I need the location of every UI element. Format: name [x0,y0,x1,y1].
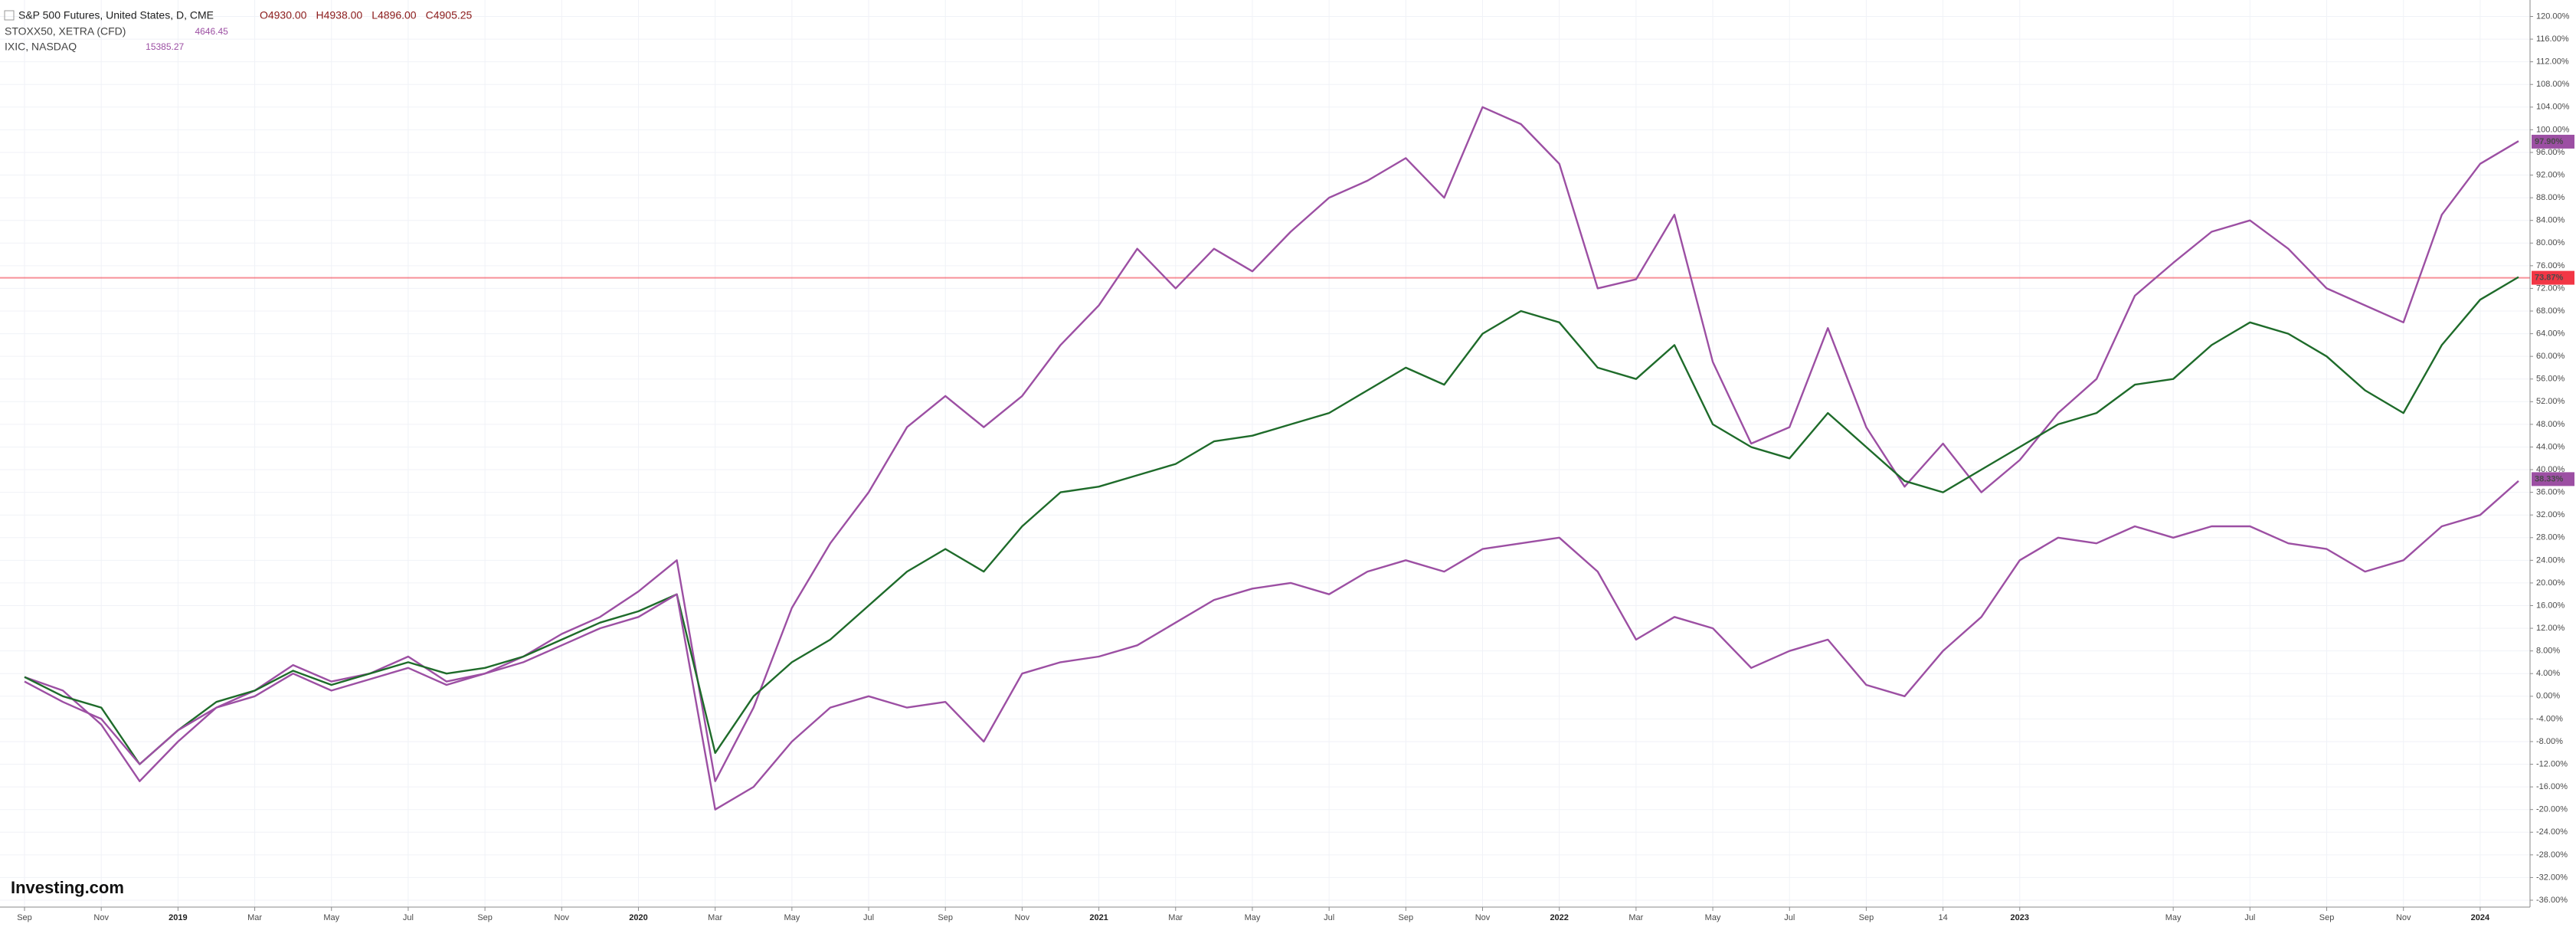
x-tick-label: Jul [2244,913,2255,922]
x-tick-label: Mar [708,913,722,922]
y-tick-label: 88.00% [2536,193,2565,202]
x-tick-label: Mar [1628,913,1643,922]
x-tick-label: 2020 [629,913,647,922]
y-tick-label: -20.00% [2536,805,2568,814]
y-tick-label: 72.00% [2536,283,2565,293]
x-tick-label: Nov [93,913,109,922]
x-tick-label: May [323,913,339,922]
value-badge-label: 97.90% [2535,137,2564,146]
legend-value: H4938.00 [316,9,362,21]
plot-area [0,106,2530,811]
x-tick-label: 2022 [1550,913,1568,922]
series-line [24,276,2519,765]
legend-value: 15385.27 [146,41,184,52]
legend-value: 4646.45 [195,26,228,37]
y-tick-label: 76.00% [2536,261,2565,270]
y-tick-label: -4.00% [2536,714,2563,723]
y-tick-label: 60.00% [2536,352,2565,361]
y-tick-label: 48.00% [2536,420,2565,429]
value-badge-label: 38.33% [2535,474,2564,483]
y-tick-label: -24.00% [2536,827,2568,837]
x-tick-label: Sep [1859,913,1874,922]
x-tick-label: May [2165,913,2182,922]
x-tick-label: 2019 [169,913,187,922]
x-tick-label: Sep [477,913,493,922]
y-tick-label: 8.00% [2536,647,2560,656]
y-tick-label: 116.00% [2536,34,2569,44]
y-tick-label: 64.00% [2536,329,2565,338]
y-tick-label: 4.00% [2536,669,2560,678]
value-badge-label: 73.87% [2535,274,2564,283]
x-tick-label: Jul [403,913,414,922]
y-tick-label: -8.00% [2536,737,2563,746]
x-tick-label: 2021 [1089,913,1108,922]
x-tick-label: 2024 [2471,913,2490,922]
y-tick-label: 24.00% [2536,555,2565,565]
y-tick-label: 16.00% [2536,601,2565,610]
y-tick-label: 36.00% [2536,488,2565,497]
x-tick-label: 14 [1938,913,1947,922]
y-tick-label: 68.00% [2536,306,2565,316]
y-tick-label: 32.00% [2536,510,2565,519]
x-tick-label: May [1245,913,1261,922]
legend-value: C4905.25 [426,9,473,21]
y-tick-label: -32.00% [2536,873,2568,882]
watermark: Investing.com [11,878,124,897]
x-tick-label: Nov [2396,913,2411,922]
y-tick-label: 0.00% [2536,692,2560,701]
y-tick-label: -36.00% [2536,896,2568,905]
y-tick-label: 120.00% [2536,11,2570,21]
y-tick-label: 12.00% [2536,624,2565,633]
axes: 120.00% 116.00% 112.00% 108.00% 104.00% 100.0… [17,11,2574,922]
y-tick-label: 40.00% [2536,465,2565,474]
y-tick-label: 56.00% [2536,375,2565,384]
x-tick-label: Nov [555,913,570,922]
x-tick-label: Jul [863,913,874,922]
legend-value: L4896.00 [372,9,417,21]
grid [0,0,2530,907]
y-tick-label: 20.00% [2536,578,2565,588]
legend-value: O4930.00 [260,9,307,21]
x-tick-label: Jul [1324,913,1334,922]
y-tick-label: 80.00% [2536,238,2565,247]
y-tick-label: -28.00% [2536,850,2568,860]
series-line [24,480,2519,811]
legend-title: S&P 500 Futures, United States, D, CME [18,9,214,21]
y-tick-label: 28.00% [2536,533,2565,542]
x-tick-label: Sep [2319,913,2335,922]
y-tick-label: 112.00% [2536,57,2569,67]
legend: S&P 500 Futures, United States, D, CME S… [4,9,473,53]
y-tick-label: 44.00% [2536,442,2565,451]
legend-icon [4,10,15,21]
y-tick-label: 92.00% [2536,170,2565,179]
x-tick-label: Sep [938,913,953,922]
x-tick-label: Mar [1168,913,1183,922]
x-tick-label: Sep [17,913,32,922]
legend-entry: STOXX50, XETRA (CFD) [5,25,126,38]
y-tick-label: 52.00% [2536,397,2565,406]
x-tick-label: Nov [1015,913,1030,922]
x-tick-label: May [1705,913,1721,922]
y-tick-label: 108.00% [2536,80,2570,89]
y-tick-label: 104.00% [2536,103,2570,112]
series-line [24,106,2519,782]
y-tick-label: -16.00% [2536,782,2568,791]
y-tick-label: 96.00% [2536,148,2565,157]
x-tick-label: May [784,913,800,922]
x-tick-label: Jul [1784,913,1795,922]
value-badge [2532,270,2574,285]
y-tick-label: 84.00% [2536,216,2565,225]
x-tick-label: Sep [1399,913,1414,922]
legend-entry: IXIC, NASDAQ [5,41,77,53]
x-tick-label: Nov [1475,913,1491,922]
x-tick-label: 2023 [2011,913,2029,922]
value-badge [2532,472,2574,486]
value-badge [2532,134,2574,149]
y-tick-label: -12.00% [2536,759,2568,768]
x-tick-label: Mar [247,913,262,922]
y-tick-label: 100.00% [2536,125,2570,134]
